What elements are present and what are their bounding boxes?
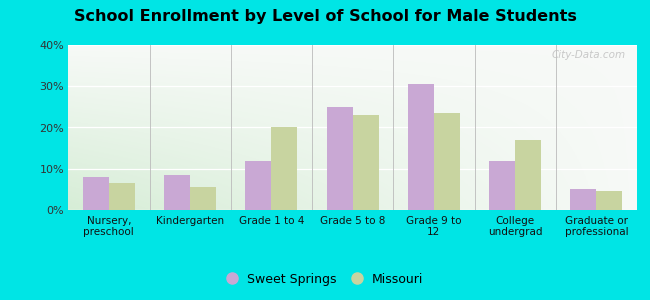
Bar [352, 115, 378, 210]
Bar [164, 175, 190, 210]
Bar [83, 177, 109, 210]
Legend: Sweet Springs, Missouri: Sweet Springs, Missouri [222, 268, 428, 291]
Bar [109, 183, 135, 210]
Bar [272, 128, 298, 210]
Bar [597, 191, 623, 210]
Bar [434, 113, 460, 210]
Bar [571, 189, 597, 210]
Bar [515, 140, 541, 210]
Bar [190, 187, 216, 210]
Bar [246, 160, 272, 210]
Bar [489, 160, 515, 210]
Bar [408, 84, 434, 210]
Bar [326, 107, 352, 210]
Text: School Enrollment by Level of School for Male Students: School Enrollment by Level of School for… [73, 9, 577, 24]
Text: City-Data.com: City-Data.com [551, 50, 625, 60]
